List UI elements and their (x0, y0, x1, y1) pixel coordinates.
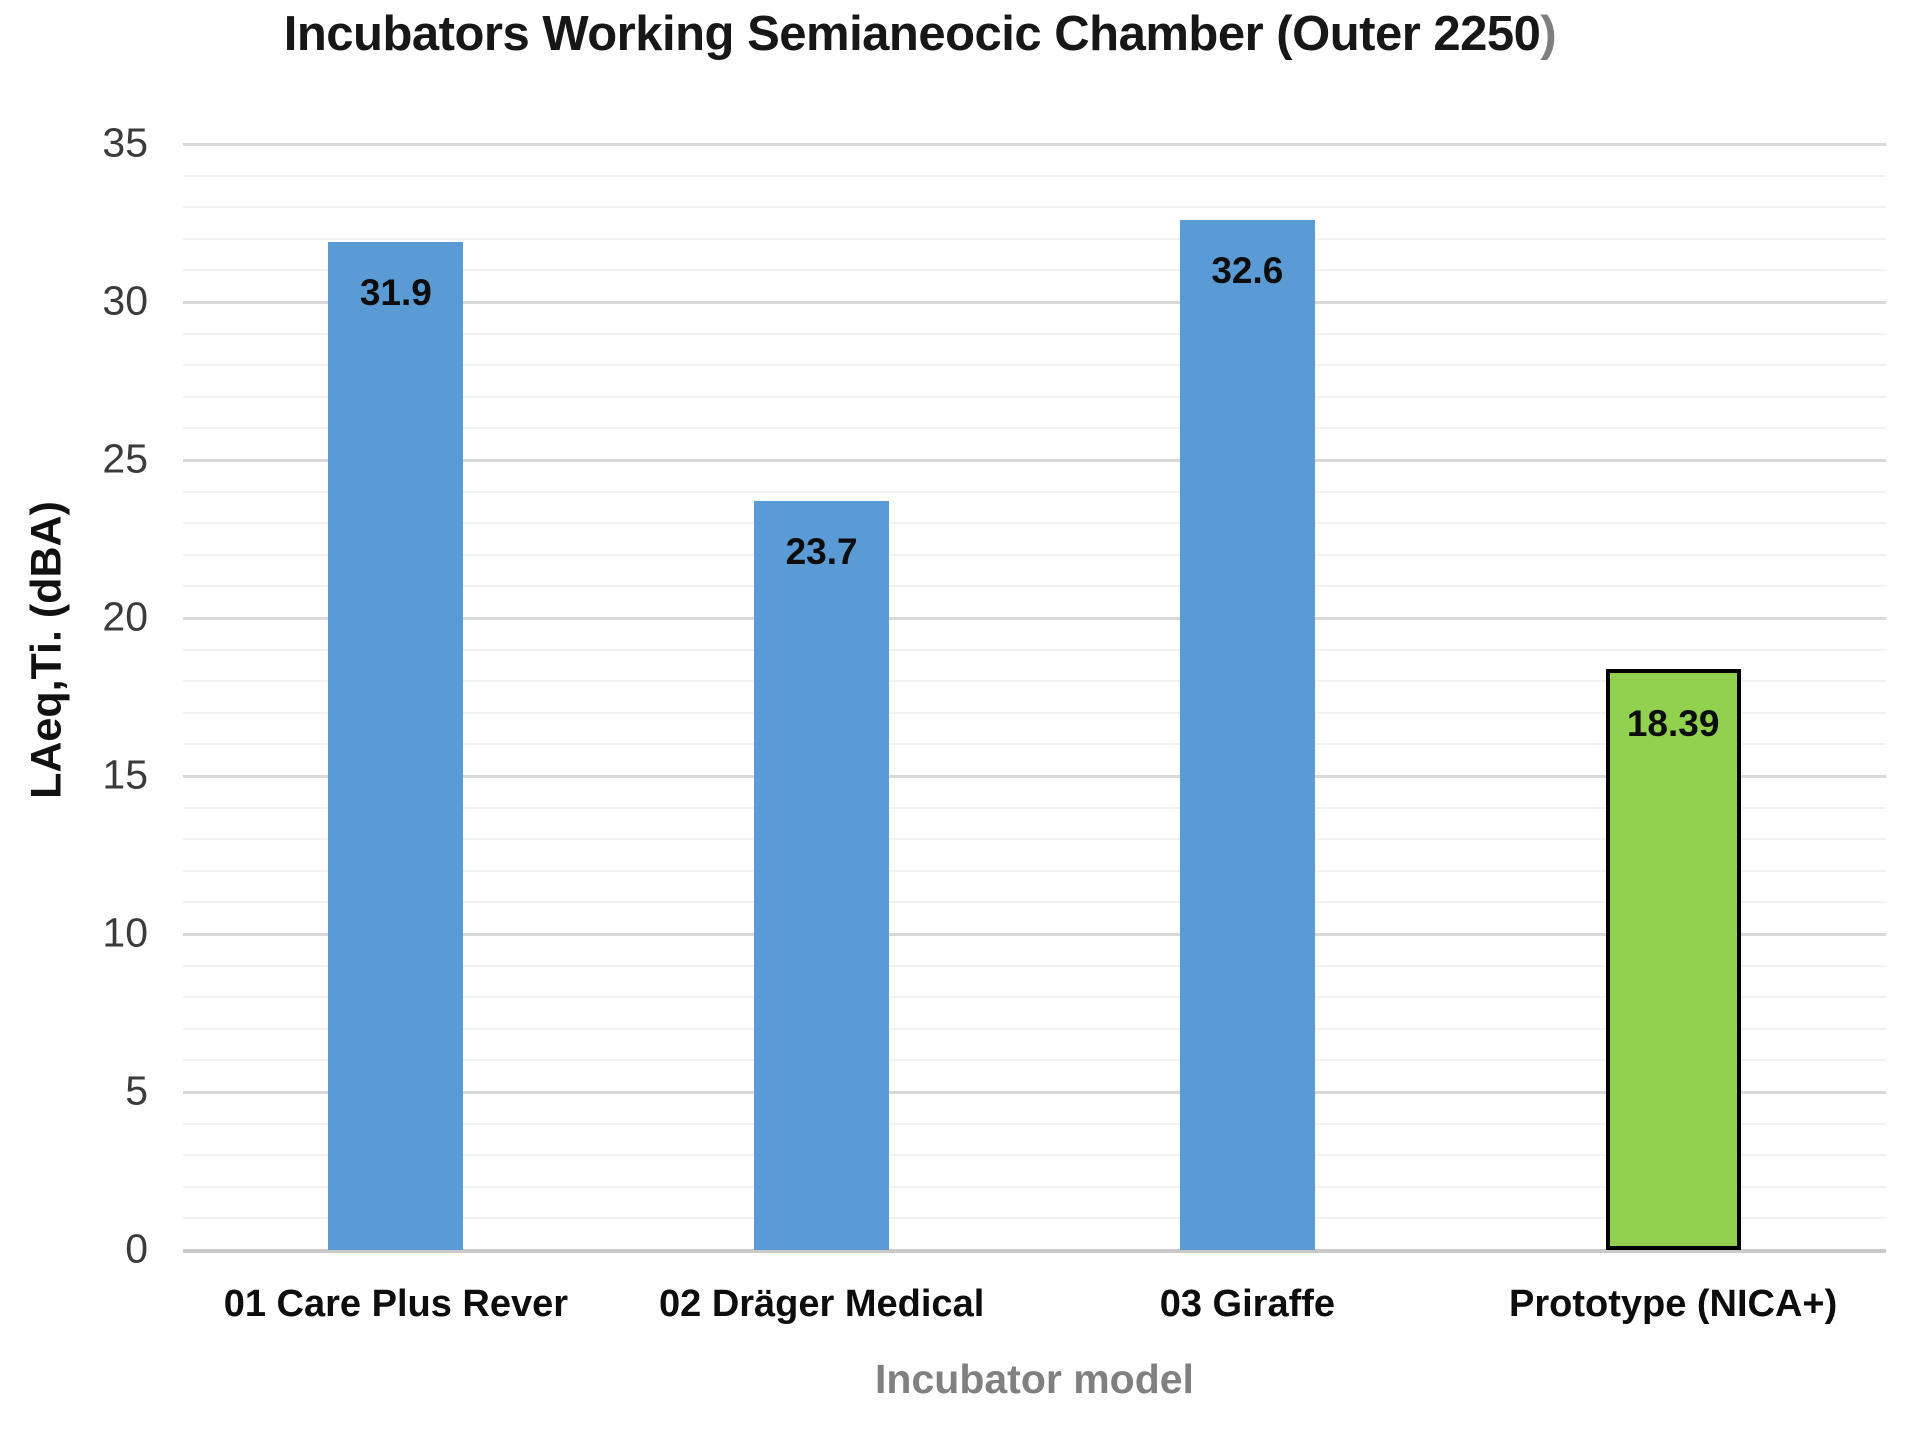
gridline-major (183, 617, 1886, 620)
bar-4: 18.39 (1605, 668, 1741, 1250)
y-tick-label: 5 (125, 1067, 148, 1114)
gridline-minor (183, 743, 1886, 746)
x-axis-category-labels: 01 Care Plus Rever 02 Dräger Medical 03 Gi… (183, 1283, 1886, 1333)
y-tick-label: 15 (102, 751, 148, 798)
gridline-minor (183, 680, 1886, 683)
gridline-minor (183, 427, 1886, 430)
gridline-minor (183, 1027, 1886, 1030)
bar-value-label: 31.9 (359, 271, 432, 313)
gridline-minor (183, 174, 1886, 177)
gridline-major (183, 301, 1886, 304)
gridline-minor (183, 237, 1886, 240)
gridline-minor (183, 1122, 1886, 1125)
chart-title: Incubators Working Semianeocic Chamber (… (183, 6, 1657, 62)
bar-value-label: 18.39 (1626, 702, 1720, 744)
gridline-minor (183, 964, 1886, 967)
y-tick-label: 35 (102, 119, 148, 166)
gridline-major (183, 1091, 1886, 1094)
gridline-minor (183, 1059, 1886, 1062)
gridline-minor (183, 585, 1886, 588)
gridline-minor (183, 206, 1886, 209)
y-tick-label: 10 (102, 909, 148, 956)
gridline-minor (183, 364, 1886, 367)
gridline-minor (183, 1217, 1886, 1220)
gridline-minor (183, 869, 1886, 872)
plot-area: 31.9 23.7 32.6 18.39 (183, 143, 1886, 1253)
bar-value-label: 23.7 (785, 531, 858, 573)
gridline-minor (183, 522, 1886, 525)
gridline-minor (183, 490, 1886, 493)
x-axis-baseline (183, 1249, 1886, 1253)
y-tick-label: 25 (102, 435, 148, 482)
gridline-major (183, 459, 1886, 462)
chart-title-paren: ) (1540, 7, 1557, 61)
gridline-minor (183, 996, 1886, 999)
gridline-minor (183, 901, 1886, 904)
gridline-minor (183, 648, 1886, 651)
bar-value-label: 32.6 (1211, 249, 1284, 291)
bar-2: 23.7 (754, 501, 890, 1250)
gridline-minor (183, 1185, 1886, 1188)
gridline-major (183, 933, 1886, 936)
gridline-minor (183, 806, 1886, 809)
bar-1: 31.9 (328, 241, 464, 1250)
gridline-minor (183, 838, 1886, 841)
gridline-major (183, 775, 1886, 778)
y-axis-tick-labels: 35 30 25 20 15 10 5 0 (40, 120, 148, 1272)
gridline-minor (183, 395, 1886, 398)
x-axis-title: Incubator model (875, 1356, 1194, 1402)
gridline-minor (183, 332, 1886, 335)
gridline-minor (183, 553, 1886, 556)
chart-title-text: Incubators Working Semianeocic Chamber (… (283, 7, 1541, 61)
gridline-minor (183, 1154, 1886, 1157)
category-label: 02 Dräger Medical (658, 1283, 985, 1325)
y-tick-label: 30 (102, 277, 148, 324)
y-tick-label: 0 (125, 1225, 148, 1272)
gridline-minor (183, 711, 1886, 714)
bar-3: 32.6 (1179, 219, 1315, 1250)
category-label: 01 Care Plus Rever (223, 1283, 569, 1325)
gridline-minor (183, 269, 1886, 272)
y-tick-label: 20 (102, 593, 148, 640)
gridline-major (183, 143, 1886, 146)
category-label: Prototype (NICA+) (1508, 1283, 1838, 1325)
category-label: 03 Giraffe (1159, 1283, 1336, 1325)
